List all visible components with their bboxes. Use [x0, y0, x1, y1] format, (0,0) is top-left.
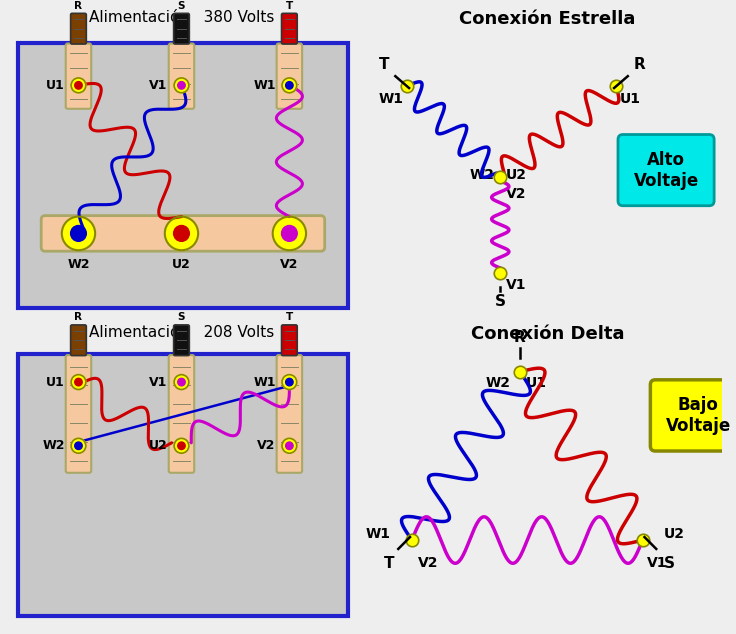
Text: T: T — [384, 556, 394, 571]
Text: U1: U1 — [620, 92, 641, 106]
Text: W1: W1 — [365, 527, 390, 541]
Circle shape — [62, 217, 95, 250]
Circle shape — [286, 378, 293, 386]
Circle shape — [286, 82, 293, 89]
Text: V2: V2 — [506, 187, 527, 201]
Text: U1: U1 — [46, 79, 65, 92]
Text: U2: U2 — [506, 168, 527, 182]
Circle shape — [174, 78, 189, 93]
Text: U1: U1 — [526, 376, 547, 390]
Text: W1: W1 — [253, 79, 276, 92]
Text: T: T — [286, 1, 293, 11]
Circle shape — [75, 82, 82, 89]
Text: Alimentación   208 Volts: Alimentación 208 Volts — [89, 325, 274, 340]
Text: W2: W2 — [42, 439, 65, 452]
Text: V2: V2 — [418, 556, 439, 570]
FancyBboxPatch shape — [169, 44, 194, 109]
FancyBboxPatch shape — [71, 13, 86, 44]
Text: V2: V2 — [280, 258, 299, 271]
Text: U1: U1 — [46, 375, 65, 389]
Circle shape — [282, 78, 297, 93]
Text: W1: W1 — [253, 375, 276, 389]
Text: Alimentación   380 Volts: Alimentación 380 Volts — [89, 10, 275, 25]
Circle shape — [75, 378, 82, 386]
Text: R: R — [74, 313, 82, 323]
FancyBboxPatch shape — [277, 355, 302, 473]
Text: V2: V2 — [258, 439, 276, 452]
FancyBboxPatch shape — [282, 13, 297, 44]
Text: S: S — [177, 313, 185, 323]
Circle shape — [286, 442, 293, 450]
Text: V1: V1 — [506, 278, 527, 292]
FancyBboxPatch shape — [66, 355, 91, 473]
Text: W2: W2 — [67, 258, 90, 271]
Text: Bajo
Voltaje: Bajo Voltaje — [666, 396, 731, 435]
FancyBboxPatch shape — [18, 354, 348, 616]
Text: W2: W2 — [485, 376, 510, 390]
Circle shape — [174, 438, 189, 453]
FancyBboxPatch shape — [66, 44, 91, 109]
Circle shape — [282, 375, 297, 389]
Text: R: R — [74, 1, 82, 11]
FancyBboxPatch shape — [282, 325, 297, 356]
Circle shape — [174, 375, 189, 389]
FancyBboxPatch shape — [651, 380, 736, 451]
Text: V1: V1 — [646, 556, 667, 570]
Text: U2: U2 — [664, 527, 685, 541]
Circle shape — [282, 226, 297, 242]
Circle shape — [273, 217, 306, 250]
FancyBboxPatch shape — [41, 216, 325, 251]
Circle shape — [178, 378, 185, 386]
Circle shape — [75, 442, 82, 450]
Circle shape — [178, 82, 185, 89]
FancyBboxPatch shape — [174, 13, 189, 44]
Circle shape — [71, 78, 86, 93]
Circle shape — [174, 226, 189, 242]
Circle shape — [71, 438, 86, 453]
Text: T: T — [286, 313, 293, 323]
Circle shape — [71, 375, 86, 389]
Text: U2: U2 — [149, 439, 168, 452]
FancyBboxPatch shape — [18, 42, 348, 307]
Text: R: R — [514, 330, 526, 345]
Text: W1: W1 — [378, 92, 403, 106]
Text: V1: V1 — [149, 375, 168, 389]
FancyBboxPatch shape — [277, 44, 302, 109]
FancyBboxPatch shape — [169, 355, 194, 473]
Text: Conexión Estrella: Conexión Estrella — [459, 10, 636, 28]
Text: U2: U2 — [172, 258, 191, 271]
Circle shape — [165, 217, 198, 250]
FancyBboxPatch shape — [174, 325, 189, 356]
FancyBboxPatch shape — [71, 325, 86, 356]
Text: S: S — [177, 1, 185, 11]
Text: R: R — [634, 57, 645, 72]
Text: S: S — [495, 294, 506, 309]
Circle shape — [71, 226, 86, 242]
Circle shape — [178, 442, 185, 450]
Text: W2: W2 — [470, 168, 495, 182]
Text: V1: V1 — [149, 79, 168, 92]
Text: T: T — [379, 57, 389, 72]
Text: S: S — [664, 556, 675, 571]
Circle shape — [282, 438, 297, 453]
Text: Alto
Voltaje: Alto Voltaje — [634, 151, 698, 190]
FancyBboxPatch shape — [618, 134, 714, 205]
Text: Conexión Delta: Conexión Delta — [470, 325, 624, 344]
